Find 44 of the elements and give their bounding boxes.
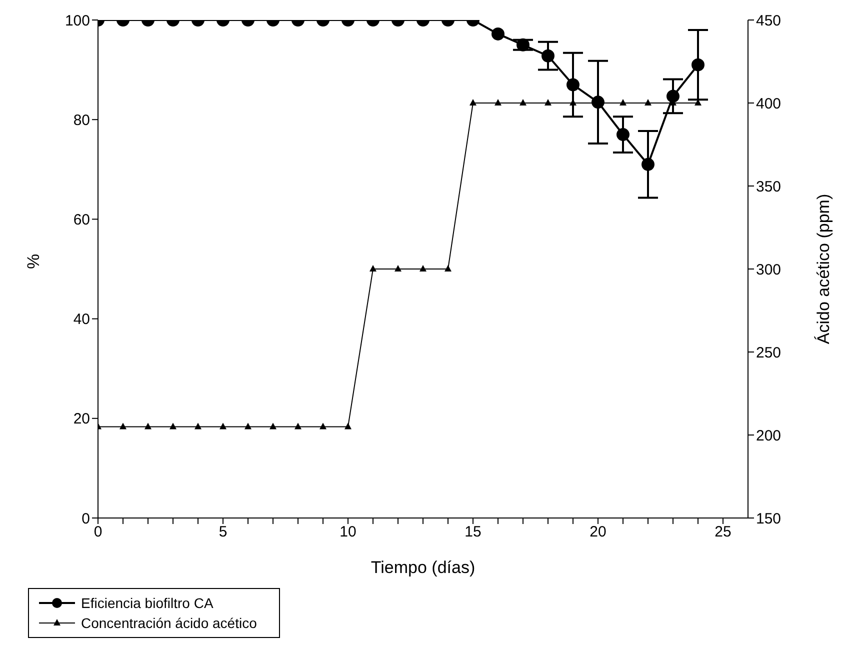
y2-tick-label: 250 xyxy=(756,344,782,362)
point xyxy=(244,422,252,430)
x-tick-label: 0 xyxy=(94,524,102,541)
point xyxy=(170,422,176,430)
point xyxy=(470,99,476,106)
point xyxy=(444,265,452,272)
y2-tick-label: 300 xyxy=(756,261,782,278)
point xyxy=(420,265,426,272)
point xyxy=(544,99,552,106)
point xyxy=(394,265,402,272)
point xyxy=(144,422,152,430)
point xyxy=(494,99,502,106)
point xyxy=(194,422,202,430)
legend-label: Eficiencia biofiltro CA xyxy=(81,595,214,611)
point xyxy=(270,422,276,430)
y-tick-label: 60 xyxy=(73,212,90,229)
point xyxy=(320,422,326,430)
y2-tick-label: 400 xyxy=(756,95,782,112)
point xyxy=(620,99,626,106)
point xyxy=(344,422,352,430)
y2-axis-title: Ácido acético (ppm) xyxy=(814,194,834,344)
y-tick-label: 100 xyxy=(64,12,90,30)
x-tick-label: 10 xyxy=(340,524,356,541)
y-tick-label: 20 xyxy=(73,410,90,428)
x-tick-label: 20 xyxy=(590,524,606,541)
y2-tick-label: 150 xyxy=(756,510,782,528)
y-tick-label: 40 xyxy=(73,311,90,328)
x-axis-title: Tiempo (días) xyxy=(370,558,476,577)
point xyxy=(294,422,302,430)
y-axis-title: % xyxy=(24,254,44,269)
x-tick-label: 5 xyxy=(218,524,228,541)
y2-tick-label: 350 xyxy=(756,178,782,196)
x-tick-label: 15 xyxy=(464,524,482,541)
point xyxy=(220,422,226,430)
point xyxy=(644,99,652,106)
x-tick-label: 25 xyxy=(714,524,732,541)
point xyxy=(370,265,376,272)
y-tick-label: 0 xyxy=(82,510,90,528)
point xyxy=(520,99,526,106)
y2-tick-label: 450 xyxy=(756,12,782,30)
y-tick-label: 80 xyxy=(73,112,90,129)
legend-label: Concentración ácido acético xyxy=(81,615,257,631)
point xyxy=(120,422,126,430)
y2-tick-label: 200 xyxy=(756,427,782,444)
